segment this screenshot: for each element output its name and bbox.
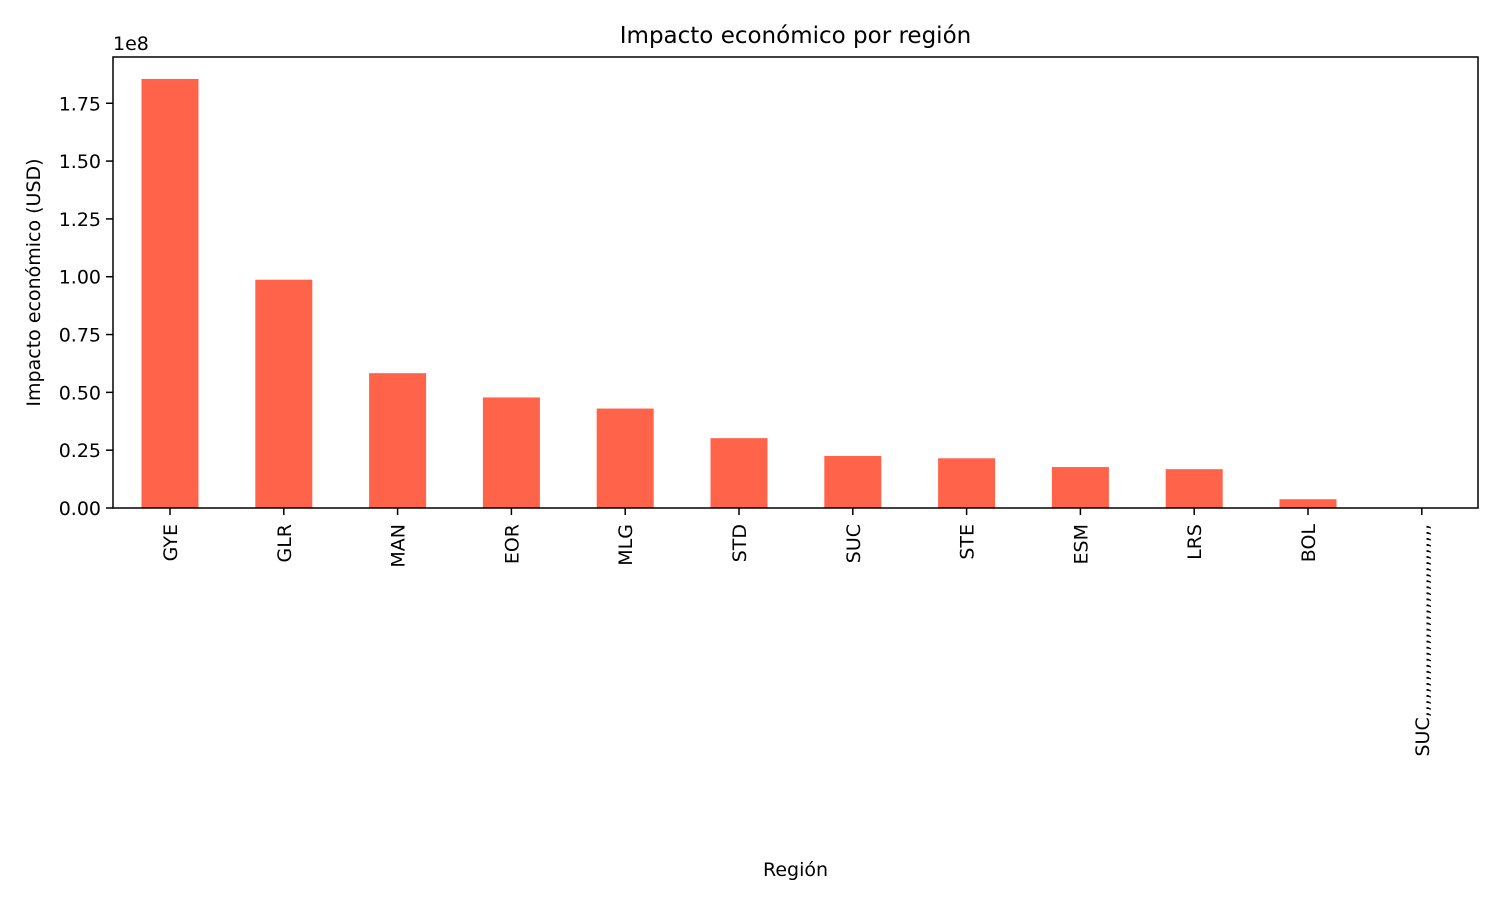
y-tick-label-7: 1.75 <box>59 93 101 115</box>
x-axis-label: Región <box>763 859 828 881</box>
bar-4 <box>596 408 654 508</box>
x-ticks-group: GYE GLR MAN EOR MLG STD SUC STE ESM LRS BOL SUC,,,,… <box>160 508 1434 757</box>
bar-2 <box>369 373 427 508</box>
y-tick-label-2: 0.50 <box>59 382 101 404</box>
bar-9 <box>1165 469 1223 508</box>
bar-1 <box>255 279 313 508</box>
bar-3 <box>482 397 540 508</box>
x-tick-label-11: SUC,,,,,,,,,,,,,,,,,,,,,,,,,,,,,,,, <box>1412 524 1434 757</box>
y-ticks-group: 0.00 0.25 0.50 0.75 1.00 1.25 1.50 1.75 <box>59 93 113 520</box>
y-tick-label-1: 0.25 <box>59 440 101 462</box>
x-tick-label-5: STD <box>729 524 751 562</box>
x-tick-label-4: MLG <box>615 524 637 566</box>
x-tick-label-10: BOL <box>1298 524 1320 563</box>
bar-0 <box>141 78 199 508</box>
x-tick-label-2: MAN <box>388 524 410 568</box>
bar-5 <box>710 438 768 508</box>
x-tick-label-6: SUC <box>843 524 865 563</box>
y-axis-label: Impacto económico (USD) <box>23 158 45 406</box>
bars-group <box>141 78 1337 508</box>
x-tick-label-9: LRS <box>1184 524 1206 560</box>
y-tick-label-0: 0.00 <box>59 498 101 520</box>
y-tick-label-3: 0.75 <box>59 325 101 347</box>
y-tick-label-5: 1.25 <box>59 209 101 231</box>
plot-frame <box>112 56 1479 509</box>
y-tick-label-4: 1.00 <box>59 267 101 289</box>
x-tick-label-3: EOR <box>501 524 523 564</box>
chart-title: Impacto económico por región <box>620 23 971 49</box>
x-tick-label-8: ESM <box>1070 524 1092 564</box>
x-tick-label-1: GLR <box>274 524 296 563</box>
bar-8 <box>1051 467 1109 508</box>
x-tick-label-7: STE <box>957 524 979 560</box>
y-scale-label: 1e8 <box>113 33 149 55</box>
bar-7 <box>938 458 996 508</box>
x-tick-label-0: GYE <box>160 524 182 561</box>
bar-10 <box>1279 499 1337 508</box>
y-tick-label-6: 1.50 <box>59 151 101 173</box>
bar-6 <box>824 455 882 508</box>
